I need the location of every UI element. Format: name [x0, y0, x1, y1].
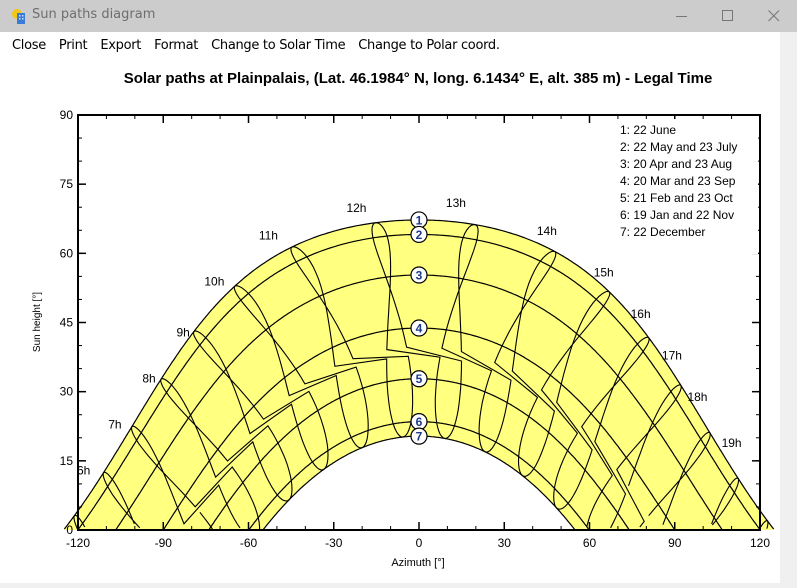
hour-label: 7h: [108, 418, 121, 432]
date-markers: 12 3 4 5 67: [410, 211, 428, 445]
legend-item: 7: 22 December: [620, 225, 705, 239]
svg-text:-90: -90: [155, 536, 173, 550]
svg-text:90: 90: [60, 108, 74, 122]
legend-item: 3: 20 Apr and 23 Aug: [620, 157, 732, 171]
date-marker: [410, 225, 428, 244]
maximize-icon: [722, 10, 733, 21]
svg-text:0: 0: [416, 536, 423, 550]
hour-label: 8h: [142, 371, 155, 385]
hour-label: 15h: [594, 265, 614, 279]
sun-path-chart: Solar paths at Plainpalais, (Lat. 46.198…: [32, 70, 775, 569]
hour-label: 16h: [631, 307, 651, 321]
chart-panel: Solar paths at Plainpalais, (Lat. 46.198…: [0, 58, 780, 583]
svg-text:-120: -120: [66, 536, 90, 550]
hour-label: 18h: [687, 390, 707, 404]
svg-text:4: 4: [416, 322, 423, 336]
legend-item: 1: 22 June: [620, 123, 676, 137]
svg-text:3: 3: [416, 268, 423, 282]
date-marker: [410, 370, 428, 388]
window-border: [780, 32, 797, 587]
legend-item: 4: 20 Mar and 23 Sep: [620, 174, 736, 188]
hour-labels: 6h 7h 8h 9h 10h 11h 12h 13h 14h 15h 16h 17h 18h 19h: [77, 196, 742, 477]
menu-bar: Close Print Export Format Change to Sola…: [0, 32, 780, 58]
window-border-bottom: [0, 583, 780, 587]
hour-label: 12h: [346, 201, 366, 215]
hour-label: 10h: [204, 275, 224, 289]
date-marker: [410, 427, 428, 445]
svg-text:1: 1: [416, 213, 423, 227]
hour-label: 11h: [259, 229, 278, 243]
chart-legend: 1: 22 June 2: 22 May and 23 July 3: 20 Apr…: [612, 119, 758, 254]
menu-close[interactable]: Close: [12, 37, 46, 53]
svg-text:30: 30: [60, 385, 74, 399]
svg-text:15: 15: [60, 454, 74, 468]
svg-text:90: 90: [668, 536, 682, 550]
menu-change-to-polar-coord[interactable]: Change to Polar coord.: [358, 37, 500, 53]
y-axis-label: Sun height [°]: [32, 292, 43, 352]
svg-text:120: 120: [750, 536, 770, 550]
hour-label: 14h: [537, 224, 557, 238]
maximize-button[interactable]: [705, 0, 751, 32]
menu-format[interactable]: Format: [154, 37, 199, 53]
menu-export[interactable]: Export: [100, 37, 142, 53]
svg-text:75: 75: [60, 177, 74, 191]
svg-text:60: 60: [583, 536, 597, 550]
chart-title: Solar paths at Plainpalais, (Lat. 46.198…: [124, 70, 713, 87]
menu-print[interactable]: Print: [58, 37, 88, 53]
x-axis-label: Azimuth [°]: [391, 557, 444, 569]
svg-text:6: 6: [416, 415, 423, 429]
close-icon: [768, 10, 780, 22]
legend-item: 6: 19 Jan and 22 Nov: [620, 208, 734, 222]
svg-text:60: 60: [60, 246, 74, 260]
svg-text:30: 30: [498, 536, 512, 550]
date-marker: [410, 319, 428, 337]
hour-label: 9h: [176, 325, 189, 339]
svg-text:0: 0: [66, 523, 73, 537]
title-bar: Sun paths diagram: [0, 0, 797, 32]
minimize-button[interactable]: [659, 0, 705, 32]
minimize-icon: [676, 16, 687, 17]
svg-text:7: 7: [416, 430, 423, 444]
menu-change-to-solar-time[interactable]: Change to Solar Time: [211, 37, 346, 53]
svg-text:-30: -30: [325, 536, 343, 550]
legend-item: 2: 22 May and 23 July: [620, 140, 737, 154]
sun-building-icon: [12, 9, 25, 24]
hour-label: 19h: [722, 436, 742, 450]
svg-text:2: 2: [416, 228, 423, 242]
svg-text:5: 5: [416, 372, 423, 386]
date-marker: [410, 266, 428, 284]
window-title: Sun paths diagram: [32, 7, 156, 22]
hour-label: 17h: [662, 348, 682, 362]
svg-text:45: 45: [60, 316, 74, 330]
svg-text:-60: -60: [240, 536, 258, 550]
close-window-button[interactable]: [751, 0, 797, 32]
legend-item: 5: 21 Feb and 23 Oct: [620, 191, 733, 205]
hour-label: 13h: [446, 196, 466, 210]
hour-label: 6h: [77, 464, 90, 478]
